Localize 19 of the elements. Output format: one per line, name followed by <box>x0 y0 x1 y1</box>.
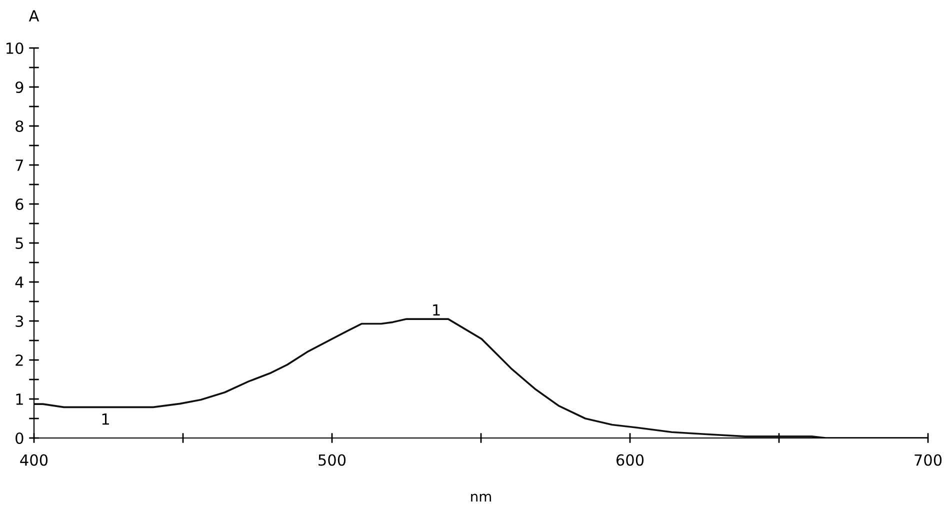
y-tick-label: 3 <box>16 315 24 328</box>
annotation: 1 <box>433 304 440 316</box>
x-tick-label: 700 <box>914 454 942 466</box>
annotation: 1 <box>102 414 109 425</box>
y-tick-label: 0 <box>16 432 24 444</box>
y-tick-label: 4 <box>15 276 24 288</box>
y-tick-label: 7 <box>16 160 23 171</box>
x-tick-label: 400 <box>20 454 48 466</box>
y-tick-label: 9 <box>16 81 24 94</box>
y-tick-label: 6 <box>16 198 24 210</box>
y-tick-label: 10 <box>6 42 24 54</box>
y-tick-label: 1 <box>16 394 23 405</box>
y-tick-label: 8 <box>16 120 24 132</box>
y-tick-label: 2 <box>16 354 23 366</box>
y-axis-title: A <box>28 10 40 22</box>
x-tick-label: 600 <box>616 454 644 466</box>
y-tick-label: 5 <box>16 238 23 250</box>
x-axis-title: nm <box>471 494 491 502</box>
x-tick-label: 500 <box>318 454 346 466</box>
